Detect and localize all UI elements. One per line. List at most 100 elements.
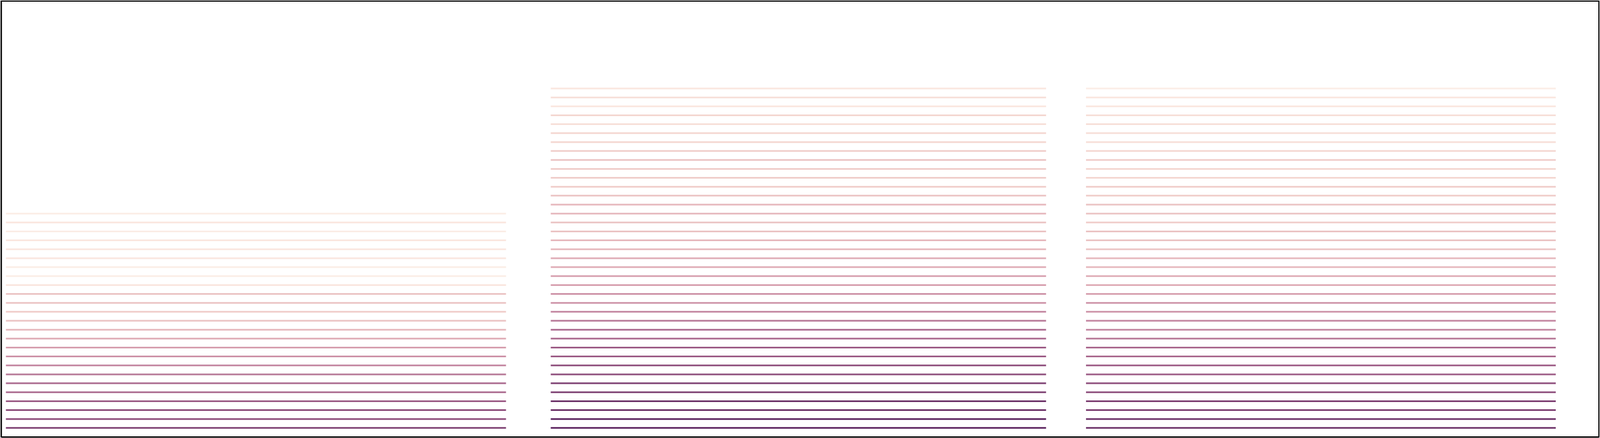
harmonic-line: [550, 302, 1046, 304]
harmonic-line: [1086, 257, 1556, 259]
plot: [1, 1, 1600, 438]
harmonic-line: [1086, 203, 1556, 206]
harmonic-line: [550, 427, 1046, 429]
harmonic-line: [1086, 400, 1556, 403]
harmonic-line: [550, 409, 1046, 412]
harmonic-line: [6, 319, 507, 322]
harmonic-line: [6, 257, 507, 259]
harmonic-line: [1086, 418, 1556, 420]
harmonic-line: [1086, 230, 1556, 233]
harmonic-line: [550, 168, 1046, 170]
harmonic-line: [550, 284, 1046, 287]
harmonic-line: [550, 230, 1046, 233]
note: [550, 88, 1046, 429]
harmonic-line: [550, 329, 1046, 331]
harmonic-line: [1086, 346, 1556, 349]
harmonic-line: [1086, 221, 1556, 224]
harmonic-line: [550, 355, 1046, 358]
harmonic-line: [550, 248, 1046, 251]
harmonic-line: [550, 150, 1046, 153]
harmonic-line: [6, 310, 507, 313]
harmonic-line: [550, 346, 1046, 349]
harmonic-line: [6, 302, 507, 304]
harmonic-line: [1086, 355, 1556, 358]
harmonic-line: [1086, 382, 1556, 385]
harmonic-line: [6, 275, 507, 278]
harmonic-line: [550, 141, 1046, 143]
harmonic-line: [6, 293, 507, 295]
harmonic-line: [1086, 293, 1556, 295]
harmonic-line: [550, 293, 1046, 295]
harmonic-line: [550, 194, 1046, 197]
harmonic-line: [1086, 132, 1556, 134]
harmonic-line: [550, 257, 1046, 259]
harmonic-line: [550, 177, 1046, 179]
harmonic-line: [1086, 391, 1556, 394]
harmonic-line: [6, 409, 507, 412]
harmonic-line: [1086, 185, 1556, 188]
harmonic-line: [1086, 96, 1556, 99]
harmonic-line: [6, 239, 507, 242]
harmonic-line: [1086, 284, 1556, 287]
harmonic-line: [1086, 194, 1556, 197]
harmonic-line: [550, 391, 1046, 394]
harmonic-line: [550, 87, 1046, 90]
harmonic-line: [1086, 338, 1556, 340]
harmonic-line: [6, 400, 507, 403]
harmonic-line: [1086, 319, 1556, 322]
harmonic-line: [550, 319, 1046, 322]
harmonic-line: [6, 355, 507, 358]
harmonic-line: [550, 96, 1046, 99]
harmonic-line: [550, 418, 1046, 420]
note: [6, 213, 507, 429]
harmonic-line: [550, 338, 1046, 340]
harmonic-line: [6, 329, 507, 331]
harmonic-line: [6, 364, 507, 367]
chart: [0, 0, 1600, 438]
harmonic-line: [1086, 266, 1556, 269]
harmonic-line: [1086, 168, 1556, 170]
harmonic-line: [6, 213, 507, 215]
harmonic-line: [1086, 310, 1556, 313]
harmonic-line: [1086, 159, 1556, 161]
harmonic-line: [550, 185, 1046, 188]
harmonic-line: [1086, 114, 1556, 117]
harmonics: [6, 88, 1556, 429]
harmonic-line: [6, 266, 507, 269]
harmonic-line: [550, 382, 1046, 385]
harmonic-line: [6, 391, 507, 394]
harmonic-line: [550, 373, 1046, 376]
harmonic-line: [1086, 409, 1556, 412]
harmonic-line: [1086, 213, 1556, 215]
plot-frame: [1, 1, 1599, 438]
harmonic-line: [1086, 248, 1556, 251]
harmonic-line: [550, 364, 1046, 367]
harmonic-line: [1086, 141, 1556, 143]
harmonic-line: [1086, 275, 1556, 278]
harmonic-line: [6, 338, 507, 340]
harmonic-line: [550, 159, 1046, 161]
harmonic-line: [6, 418, 507, 420]
harmonic-line: [550, 275, 1046, 278]
harmonic-line: [6, 221, 507, 224]
harmonic-line: [550, 310, 1046, 313]
harmonic-line: [1086, 105, 1556, 108]
harmonic-line: [6, 284, 507, 287]
harmonic-line: [6, 382, 507, 385]
harmonic-line: [1086, 177, 1556, 179]
harmonic-line: [6, 373, 507, 376]
harmonic-line: [550, 213, 1046, 215]
harmonic-line: [1086, 123, 1556, 126]
harmonic-line: [550, 266, 1046, 269]
harmonic-line: [1086, 364, 1556, 367]
harmonic-line: [550, 400, 1046, 403]
harmonic-line: [1086, 150, 1556, 153]
harmonic-line: [1086, 373, 1556, 376]
harmonic-line: [550, 221, 1046, 224]
harmonic-line: [1086, 239, 1556, 242]
harmonic-line: [6, 346, 507, 349]
harmonic-line: [6, 427, 507, 429]
harmonic-line: [1086, 87, 1556, 90]
harmonic-line: [6, 248, 507, 251]
harmonic-line: [6, 230, 507, 233]
